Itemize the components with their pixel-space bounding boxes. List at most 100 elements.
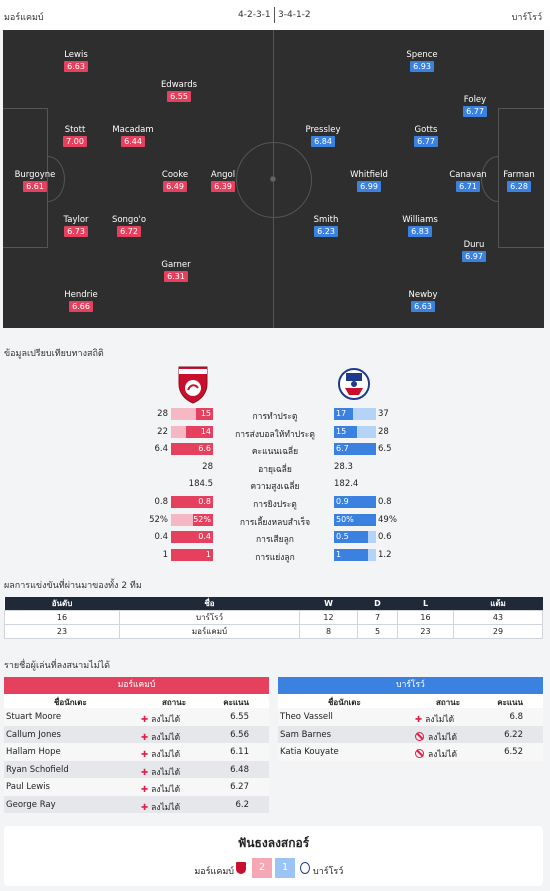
missing-player-rating: 6.22	[504, 729, 523, 740]
missing-player-name: Paul Lewis	[6, 782, 50, 792]
home-team-crest	[176, 364, 210, 404]
h2h-header-points: แต้ม	[453, 597, 543, 611]
list-item[interactable]: George Ray ✚ ลงไม่ได้ 6.2	[4, 795, 269, 814]
pitch: Lewis 6.63 Edwards 6.55 Stott 7.00 Macadam 6.44…	[3, 30, 544, 328]
h2h-cell[interactable]: มอร์แคมบ์	[119, 624, 300, 639]
injury-cross-icon: ✚	[141, 767, 149, 778]
home-player[interactable]: Garner 6.31	[146, 260, 206, 282]
player-name: Songo'o	[111, 215, 147, 225]
home-player[interactable]: Macadam 6.44	[103, 125, 163, 147]
stat-away-bar: 0.9	[334, 496, 376, 508]
injury-cross-icon: ✚	[141, 732, 149, 743]
away-player[interactable]: Smith 6.23	[296, 215, 356, 237]
home-player[interactable]: Angol 6.39	[193, 170, 253, 192]
h2h-cell: 16	[4, 610, 120, 625]
stat-home-total: 0.4	[154, 532, 168, 543]
stat-away-total: 28	[378, 426, 389, 437]
home-player[interactable]: Stott 7.00	[45, 125, 105, 147]
home-formation: 4-2-3-1	[238, 10, 271, 20]
missing-player-name: Katia Kouyate	[280, 747, 339, 757]
away-player[interactable]: Foley 6.77	[445, 95, 505, 117]
stat-home-bar: 14	[171, 425, 213, 438]
home-player[interactable]: Cooke 6.49	[145, 170, 205, 192]
stat-away-bar-fill: 1	[334, 548, 368, 561]
stat-home-total: 22	[157, 426, 168, 437]
stat-row: 0.8 0.8 การยิงประตู 0.9 0.8	[0, 495, 550, 510]
player-name: Smith	[313, 215, 339, 225]
player-rating: 6.99	[357, 181, 381, 192]
status-text: ลงไม่ได้	[425, 715, 455, 725]
missing-player-rating: 6.11	[230, 747, 249, 757]
away-player[interactable]: Canavan 6.71	[438, 170, 498, 192]
list-item[interactable]: Callum Jones ✚ ลงไม่ได้ 6.56	[4, 725, 269, 743]
stat-away-bar: 17	[334, 408, 376, 420]
list-item[interactable]: Hallam Hope ✚ ลงไม่ได้ 6.11	[4, 743, 269, 761]
stat-label: ความสูงเฉลี่ย	[250, 482, 300, 493]
player-rating: 6.28	[507, 181, 531, 192]
h2h-header-rank: อันดับ	[4, 597, 120, 611]
h2h-cell: 23	[397, 624, 454, 639]
away-player[interactable]: Spence 6.93	[392, 50, 452, 72]
player-rating: 6.73	[64, 226, 88, 237]
away-player[interactable]: Whitfield 6.99	[339, 170, 399, 192]
lineup-header: มอร์แคมบ์ 4-2-3-1 3-4-1-2 บาร์โรว์	[0, 0, 550, 30]
player-name: Foley	[463, 95, 487, 105]
away-player[interactable]: Duru 6.97	[444, 240, 504, 262]
stat-away-bar: 50%	[334, 513, 376, 526]
list-item[interactable]: Ryan Schofield ✚ ลงไม่ได้ 6.48	[4, 760, 269, 779]
missing-player-rating: 6.2	[235, 799, 249, 810]
stat-away-bar-fill: 15	[334, 425, 357, 438]
table-row: 16 บาร์โรว์ 12 7 16 43	[4, 610, 543, 625]
player-rating: 6.84	[311, 136, 335, 147]
home-player[interactable]: Songo'o 6.72	[99, 215, 159, 237]
stat-away-bar: 0.5	[334, 531, 376, 544]
home-player[interactable]: Hendrie 6.66	[51, 290, 111, 312]
list-item[interactable]: Stuart Moore ✚ ลงไม่ได้ 6.55	[4, 708, 269, 726]
missing-player-status: ลงไม่ได้	[415, 730, 457, 744]
player-rating: 6.49	[163, 181, 187, 192]
list-item[interactable]: Paul Lewis ✚ ลงไม่ได้ 6.27	[4, 778, 269, 796]
missing-player-status: ลงไม่ได้	[415, 747, 457, 761]
status-text: ลงไม่ได้	[428, 750, 458, 760]
home-player[interactable]: Lewis 6.63	[46, 50, 106, 72]
list-item[interactable]: Sam Barnes ลงไม่ได้ 6.22	[278, 725, 543, 744]
missing-title: รายชื่อผู้เล่นที่ลงสนามไม่ได้	[4, 661, 110, 671]
status-text: ลงไม่ได้	[151, 785, 181, 795]
home-player[interactable]: Taylor 6.73	[46, 215, 106, 237]
h2h-cell: 7	[357, 610, 398, 625]
prediction-home-score: 2	[252, 858, 272, 878]
injury-cross-icon: ✚	[415, 715, 423, 725]
missing-player-status: ✚ ลงไม่ได้	[141, 765, 180, 779]
player-rating: 6.63	[411, 301, 435, 312]
col-rating: คะแนน	[223, 698, 249, 707]
away-player[interactable]: Williams 6.83	[390, 215, 450, 237]
list-item[interactable]: Katia Kouyate ลงไม่ได้ 6.52	[278, 743, 543, 761]
stat-home-bar: 6.6	[171, 443, 213, 456]
stat-home-bar: 15	[171, 408, 213, 420]
player-name: Canavan	[449, 170, 487, 180]
player-name: Angol	[210, 170, 236, 180]
player-name: Taylor	[63, 215, 89, 225]
center-spot	[270, 176, 276, 182]
home-player[interactable]: Edwards 6.55	[149, 80, 209, 102]
away-player[interactable]: Pressley 6.84	[293, 125, 353, 147]
h2h-cell: 12	[299, 610, 358, 625]
prediction-home-team: มอร์แคมบ์	[194, 867, 234, 877]
h2h-cell[interactable]: บาร์โรว์	[119, 610, 300, 625]
missing-player-name: Callum Jones	[6, 729, 61, 740]
missing-player-status: ✚ ลงไม่ได้	[141, 712, 180, 726]
away-player[interactable]: Newby 6.63	[393, 290, 453, 312]
missing-player-status: ✚ ลงไม่ได้	[141, 800, 180, 814]
col-rating: คะแนน	[497, 698, 523, 707]
away-player[interactable]: Gotts 6.77	[396, 125, 456, 147]
away-missing-panel: บาร์โรว์ ชื่อนักเตะ สถานะ คะแนน Theo Vas…	[278, 677, 543, 761]
table-row: 23 มอร์แคมบ์ 8 5 23 29	[4, 624, 543, 639]
player-name: Burgoyne	[14, 170, 56, 180]
list-item[interactable]: Theo Vassell ✚ ลงไม่ได้ 6.8	[278, 708, 543, 726]
home-player[interactable]: Burgoyne 6.61	[5, 170, 65, 192]
away-missing-columns: ชื่อนักเตะ สถานะ คะแนน	[278, 694, 543, 708]
h2h-cell: 29	[453, 624, 543, 639]
stat-row: 28 อายุเฉลี่ย 28.3	[0, 460, 550, 475]
away-player[interactable]: Farman 6.28	[489, 170, 544, 192]
player-rating: 6.31	[164, 271, 188, 282]
